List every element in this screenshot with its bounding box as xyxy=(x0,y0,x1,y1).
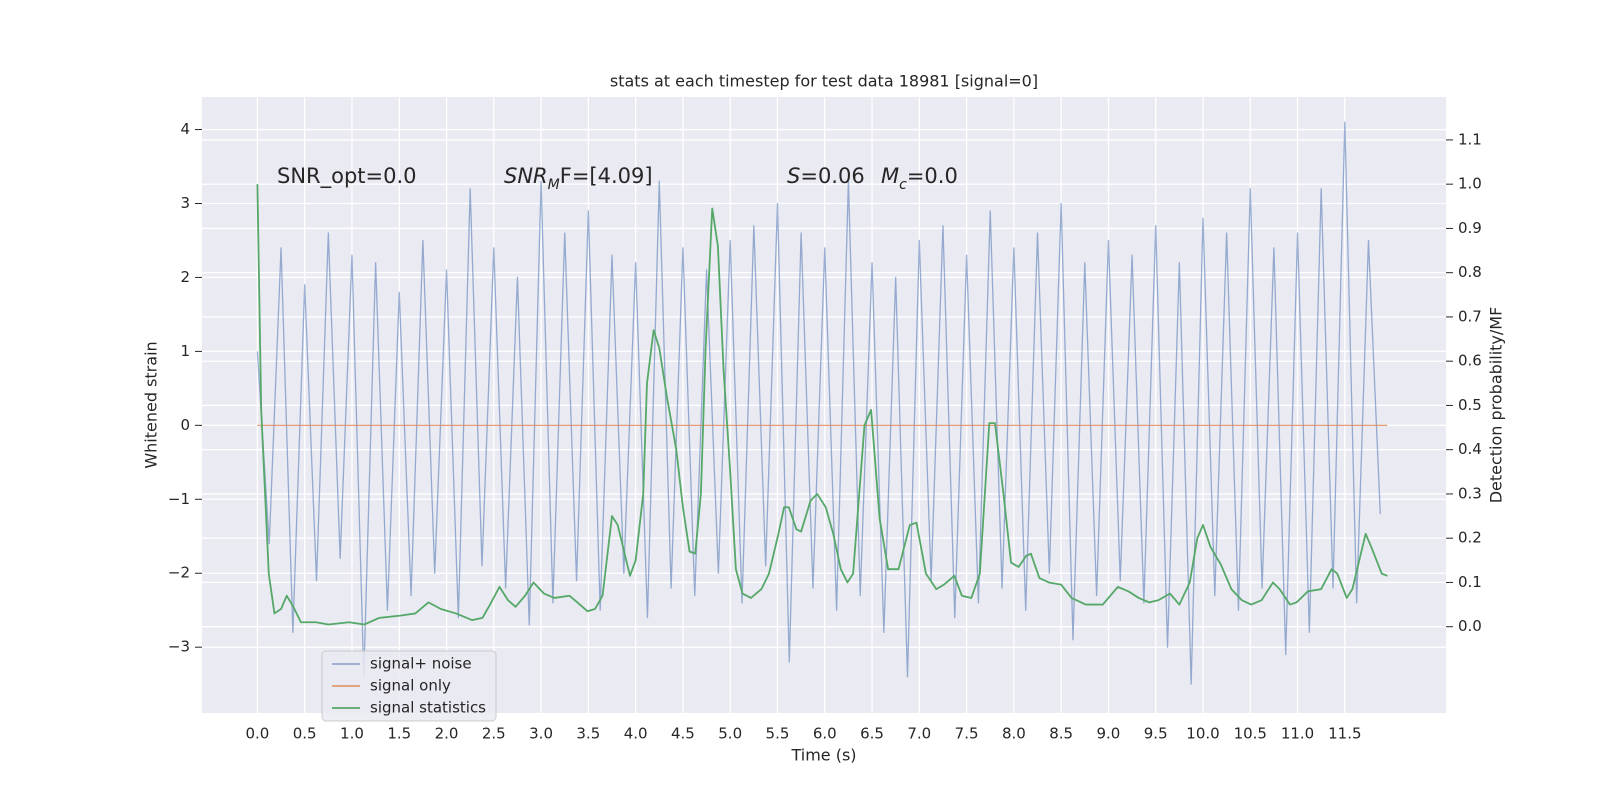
series-line xyxy=(256,121,1381,685)
y-tick-label: 2 xyxy=(180,268,190,286)
y-axis-label: Whitened strain xyxy=(142,341,161,468)
x-tick-label: 3.0 xyxy=(529,725,553,743)
series-line xyxy=(256,184,1388,626)
x-tick-label: 9.0 xyxy=(1096,725,1120,743)
x-tick-label: 11.5 xyxy=(1328,725,1361,743)
annotations: SNR_opt=0.0 SNRMF=[4.09] S=0.06 Mc=0.0 xyxy=(277,164,958,193)
y2-tick-label: 0.9 xyxy=(1458,219,1482,237)
y-tick-label: −1 xyxy=(168,490,190,508)
x-tick-label: 6.5 xyxy=(860,725,884,743)
x-tick-label: 7.5 xyxy=(955,725,979,743)
y2-axis-label: Detection probability/MF xyxy=(1487,307,1506,504)
annotation: SNR_opt=0.0 xyxy=(277,164,417,189)
x-tick-label: 3.5 xyxy=(576,725,600,743)
x-tick-label: 2.0 xyxy=(435,725,459,743)
marks xyxy=(256,121,1388,685)
y-tick-label: −3 xyxy=(168,638,190,656)
x-tick-label: 2.5 xyxy=(482,725,506,743)
annotation: SNRMF=[4.09] xyxy=(504,164,653,193)
annotation-part: =0.06 xyxy=(800,164,864,188)
x-tick-label: 6.0 xyxy=(813,725,837,743)
chart-title: stats at each timestep for test data 189… xyxy=(610,72,1038,91)
annotation-part: c xyxy=(899,177,907,193)
x-tick-label: 0.0 xyxy=(245,725,269,743)
x-tick-label: 1.0 xyxy=(340,725,364,743)
x-tick-label: 5.0 xyxy=(718,725,742,743)
y-tick-label: 1 xyxy=(180,342,190,360)
x-tick-label: 11.0 xyxy=(1281,725,1314,743)
x-tick-label: 5.5 xyxy=(766,725,790,743)
x-tick-label: 0.5 xyxy=(293,725,317,743)
x-tick-label: 4.0 xyxy=(624,725,648,743)
y2-tick-label: 0.3 xyxy=(1458,484,1482,502)
y2-tick-label: 0.8 xyxy=(1458,263,1482,281)
annotation-part: S xyxy=(787,164,800,188)
y2-tick-label: 0.4 xyxy=(1458,440,1482,458)
y2-tick-label: 1.1 xyxy=(1458,130,1482,148)
x-tick-label: 9.5 xyxy=(1144,725,1168,743)
x-tick-label: 8.5 xyxy=(1049,725,1073,743)
legend: signal+ noise signal only signal statistic… xyxy=(321,650,497,722)
y-tick-label: 4 xyxy=(180,120,190,138)
x-axis-label: Time (s) xyxy=(790,746,856,765)
y2-tick-label: 0.2 xyxy=(1458,529,1482,547)
grid xyxy=(202,97,1446,713)
annotation-part: SNR_opt=0.0 xyxy=(277,164,417,189)
y2-tick-label: 0.1 xyxy=(1458,573,1482,591)
x-tick-label: 1.5 xyxy=(387,725,411,743)
legend-box xyxy=(321,650,497,722)
x-tick-label: 4.5 xyxy=(671,725,695,743)
x-tick-label: 8.0 xyxy=(1002,725,1026,743)
annotation-part: SNR xyxy=(504,164,548,188)
y-tick-label: 0 xyxy=(180,416,190,434)
annotation-part: =0.0 xyxy=(907,164,958,188)
y2-tick-label: 0.6 xyxy=(1458,352,1482,370)
legend-label: signal statistics xyxy=(370,699,486,717)
annotation: S=0.06 xyxy=(787,164,865,188)
y2-tick-label: 0.5 xyxy=(1458,396,1482,414)
y2-tick-label: 1.0 xyxy=(1458,175,1482,193)
legend-label: signal only xyxy=(370,677,451,695)
y-tick-label: −2 xyxy=(168,564,190,582)
y-tick-label: 3 xyxy=(180,194,190,212)
y2-tick-label: 0.7 xyxy=(1458,307,1482,325)
annotation-part: M xyxy=(881,164,899,188)
x-tick-label: 10.5 xyxy=(1234,725,1267,743)
x-tick-label: 10.0 xyxy=(1186,725,1219,743)
annotation-part: M xyxy=(548,177,560,193)
annotation: Mc=0.0 xyxy=(881,164,958,193)
annotation-part: F=[4.09] xyxy=(560,164,653,188)
x-tick-label: 7.0 xyxy=(907,725,931,743)
legend-label: signal+ noise xyxy=(370,655,472,673)
y2-tick-label: 0.0 xyxy=(1458,617,1482,635)
